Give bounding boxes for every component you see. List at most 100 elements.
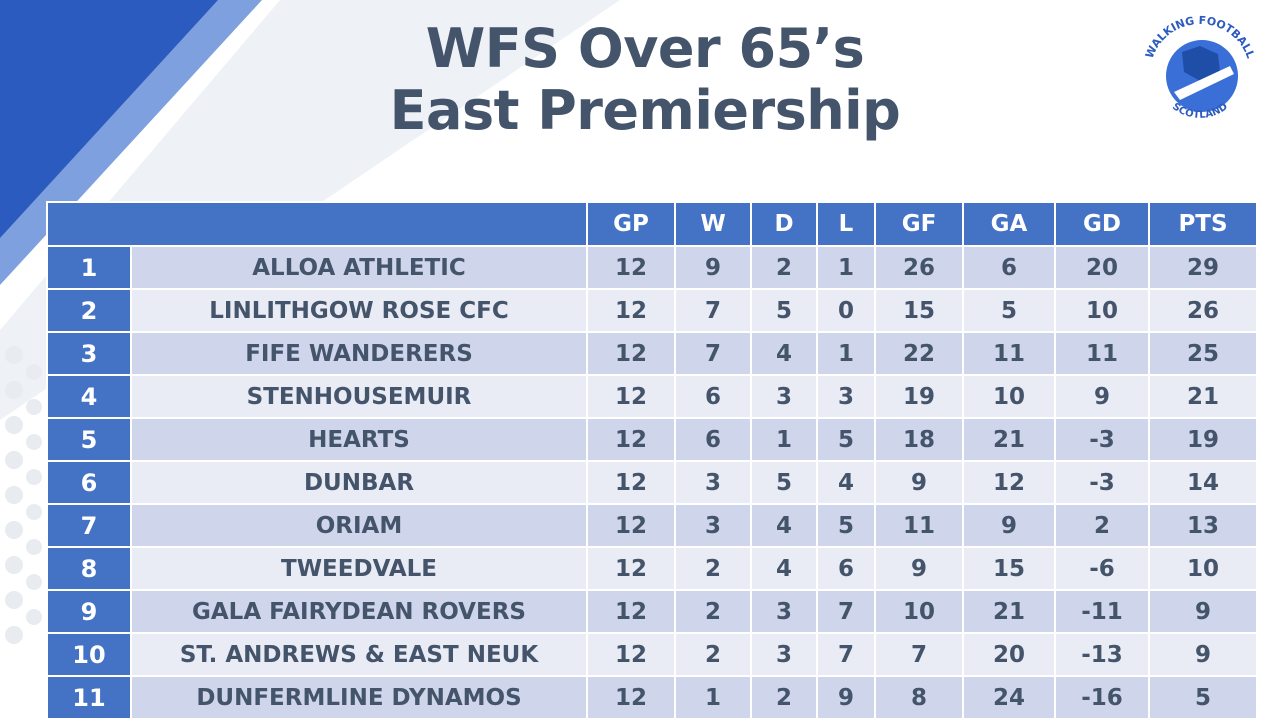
games-played-cell: 12 <box>586 546 676 591</box>
position-cell: 7 <box>46 503 132 548</box>
table-row: 3 FIFE WANDERERS 12 7 4 1 22 11 11 25 <box>46 331 1258 376</box>
losses-cell: 9 <box>816 675 876 720</box>
games-played-cell: 12 <box>586 245 676 290</box>
losses-cell: 7 <box>816 632 876 677</box>
header-blank <box>46 201 588 247</box>
position-cell: 3 <box>46 331 132 376</box>
draws-cell: 3 <box>750 632 818 677</box>
goals-against-cell: 6 <box>962 245 1056 290</box>
team-name-cell: LINLITHGOW ROSE CFC <box>130 288 588 333</box>
games-played-cell: 12 <box>586 632 676 677</box>
goal-difference-cell: 9 <box>1054 374 1150 419</box>
points-cell: 29 <box>1148 245 1258 290</box>
losses-cell: 0 <box>816 288 876 333</box>
losses-cell: 6 <box>816 546 876 591</box>
games-played-cell: 12 <box>586 417 676 462</box>
team-name-cell: ALLOA ATHLETIC <box>130 245 588 290</box>
goals-for-cell: 9 <box>874 546 964 591</box>
games-played-cell: 12 <box>586 503 676 548</box>
goals-against-cell: 21 <box>962 417 1056 462</box>
points-cell: 26 <box>1148 288 1258 333</box>
walking-football-scotland-logo: WALKING FOOTBALL SCOTLAND <box>1143 14 1257 121</box>
goals-against-cell: 5 <box>962 288 1056 333</box>
position-cell: 9 <box>46 589 132 634</box>
points-cell: 14 <box>1148 460 1258 505</box>
goal-difference-cell: -11 <box>1054 589 1150 634</box>
page-title: WFS Over 65’s East Premiership <box>260 18 1030 142</box>
header-gp: GP <box>586 201 676 247</box>
losses-cell: 5 <box>816 417 876 462</box>
draws-cell: 2 <box>750 675 818 720</box>
league-table: GP W D L GF GA GD PTS 1 ALLOA ATHLETIC 12 9… <box>46 201 1258 720</box>
goals-for-cell: 11 <box>874 503 964 548</box>
points-cell: 5 <box>1148 675 1258 720</box>
position-cell: 8 <box>46 546 132 591</box>
losses-cell: 5 <box>816 503 876 548</box>
points-cell: 21 <box>1148 374 1258 419</box>
wins-cell: 9 <box>674 245 752 290</box>
losses-cell: 1 <box>816 331 876 376</box>
wins-cell: 1 <box>674 675 752 720</box>
goals-against-cell: 12 <box>962 460 1056 505</box>
position-cell: 6 <box>46 460 132 505</box>
team-name-cell: DUNFERMLINE DYNAMOS <box>130 675 588 720</box>
goal-difference-cell: 20 <box>1054 245 1150 290</box>
goal-difference-cell: 10 <box>1054 288 1150 333</box>
table-row: 1 ALLOA ATHLETIC 12 9 2 1 26 6 20 29 <box>46 245 1258 290</box>
goals-against-cell: 10 <box>962 374 1056 419</box>
games-played-cell: 12 <box>586 288 676 333</box>
games-played-cell: 12 <box>586 589 676 634</box>
goal-difference-cell: -13 <box>1054 632 1150 677</box>
draws-cell: 3 <box>750 589 818 634</box>
draws-cell: 2 <box>750 245 818 290</box>
table-header: GP W D L GF GA GD PTS <box>46 201 1258 247</box>
wins-cell: 2 <box>674 589 752 634</box>
table-body: 1 ALLOA ATHLETIC 12 9 2 1 26 6 20 29 2 LINLITHGOW R… <box>46 245 1258 720</box>
team-name-cell: HEARTS <box>130 417 588 462</box>
draws-cell: 3 <box>750 374 818 419</box>
goals-against-cell: 11 <box>962 331 1056 376</box>
title-line-2: East Premiership <box>389 79 901 142</box>
header-l: L <box>816 201 876 247</box>
points-cell: 19 <box>1148 417 1258 462</box>
wins-cell: 2 <box>674 546 752 591</box>
header-d: D <box>750 201 818 247</box>
header-w: W <box>674 201 752 247</box>
team-name-cell: TWEEDVALE <box>130 546 588 591</box>
position-cell: 1 <box>46 245 132 290</box>
goal-difference-cell: 11 <box>1054 331 1150 376</box>
header-ga: GA <box>962 201 1056 247</box>
goals-for-cell: 19 <box>874 374 964 419</box>
goal-difference-cell: -3 <box>1054 460 1150 505</box>
draws-cell: 1 <box>750 417 818 462</box>
draws-cell: 4 <box>750 503 818 548</box>
position-cell: 2 <box>46 288 132 333</box>
table-row: 10 ST. ANDREWS & EAST NEUK 12 2 3 7 7 20 -13 9 <box>46 632 1258 677</box>
points-cell: 25 <box>1148 331 1258 376</box>
goals-against-cell: 20 <box>962 632 1056 677</box>
games-played-cell: 12 <box>586 675 676 720</box>
goals-against-cell: 9 <box>962 503 1056 548</box>
goals-for-cell: 15 <box>874 288 964 333</box>
goals-against-cell: 21 <box>962 589 1056 634</box>
position-cell: 10 <box>46 632 132 677</box>
header-pts: PTS <box>1148 201 1258 247</box>
goals-for-cell: 22 <box>874 331 964 376</box>
goal-difference-cell: -6 <box>1054 546 1150 591</box>
table-row: 7 ORIAM 12 3 4 5 11 9 2 13 <box>46 503 1258 548</box>
goals-against-cell: 24 <box>962 675 1056 720</box>
goals-for-cell: 18 <box>874 417 964 462</box>
team-name-cell: ORIAM <box>130 503 588 548</box>
wins-cell: 3 <box>674 503 752 548</box>
draws-cell: 4 <box>750 546 818 591</box>
team-name-cell: GALA FAIRYDEAN ROVERS <box>130 589 588 634</box>
header-gd: GD <box>1054 201 1150 247</box>
table-row: 9 GALA FAIRYDEAN ROVERS 12 2 3 7 10 21 -11 9 <box>46 589 1258 634</box>
points-cell: 10 <box>1148 546 1258 591</box>
points-cell: 9 <box>1148 632 1258 677</box>
table-row: 2 LINLITHGOW ROSE CFC 12 7 5 0 15 5 10 26 <box>46 288 1258 333</box>
goals-against-cell: 15 <box>962 546 1056 591</box>
table-row: 8 TWEEDVALE 12 2 4 6 9 15 -6 10 <box>46 546 1258 591</box>
games-played-cell: 12 <box>586 331 676 376</box>
goal-difference-cell: -3 <box>1054 417 1150 462</box>
